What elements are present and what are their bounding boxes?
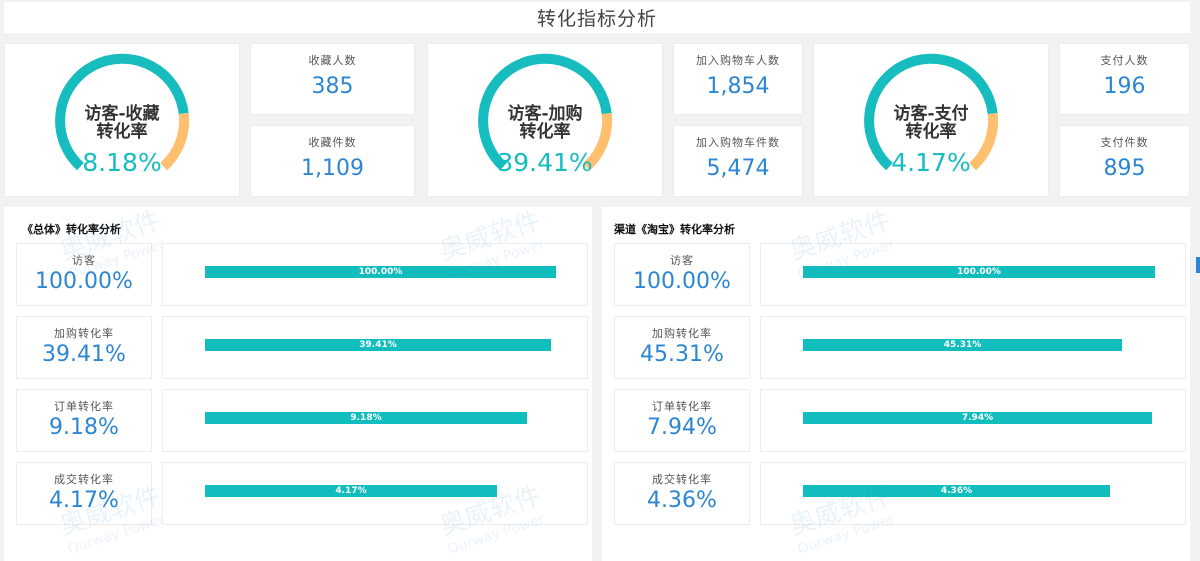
metric-value: 45.31% (640, 342, 724, 367)
metric-value: 100.00% (633, 269, 731, 294)
stat-card-pay-users: 支付人数 196 (1059, 43, 1190, 115)
bar-label: 100.00% (358, 267, 403, 277)
bar-box-addcart: 45.31% (760, 316, 1186, 379)
page-title-bar: 转化指标分析 (4, 2, 1190, 33)
bar-box-visitors: 100.00% (162, 243, 588, 306)
panel-title: 《总体》转化率分析 (22, 223, 121, 236)
metric-visitors: 访客 100.00% (16, 243, 152, 306)
gauge-card-addcart: 访客-加购 转化率 39.41% (427, 43, 663, 197)
metric-addcart-rate: 加购转化率 39.41% (16, 316, 152, 379)
metric-order-rate: 订单转化率 9.18% (16, 389, 152, 452)
bar-label: 45.31% (943, 340, 982, 350)
stat-label: 支付人数 (1100, 54, 1149, 67)
stat-value: 1,854 (706, 74, 770, 99)
gauge-card-favorite: 访客-收藏 转化率 8.18% (4, 43, 240, 197)
gauge-label-line1: 访客-加购 (507, 104, 583, 124)
bar-label: 100.00% (957, 267, 1001, 277)
bar-label: 4.17% (335, 486, 367, 496)
gauge-value: 4.17% (891, 148, 971, 177)
gauge-favorite-rate: 访客-收藏 转化率 8.18% (52, 50, 192, 190)
stat-value: 1,109 (301, 156, 364, 181)
panel-title: 渠道《淘宝》转化率分析 (614, 223, 735, 236)
bar-box-visitors: 100.00% (760, 243, 1186, 306)
metric-label: 访客 (72, 254, 96, 267)
bar-addcart: 45.31% (803, 339, 1122, 351)
bar-box-deal: 4.36% (760, 462, 1186, 525)
metric-value: 39.41% (42, 342, 126, 367)
gauge-card-payment: 访客-支付 转化率 4.17% (813, 43, 1049, 197)
gauge-addcart-rate: 访客-加购 转化率 39.41% (475, 50, 615, 190)
scroll-marker[interactable] (1196, 257, 1200, 273)
gauge-label-line2: 转化率 (905, 122, 957, 142)
stat-card-favorite-items: 收藏件数 1,109 (250, 125, 415, 197)
gauge-label: 访客-支付 转化率 (861, 105, 1001, 141)
bar-box-deal: 4.17% (162, 462, 588, 525)
metric-label: 订单转化率 (652, 400, 712, 413)
gauge-ring-icon (55, 53, 190, 171)
metric-value: 4.36% (647, 488, 717, 513)
stat-card-cart-items: 加入购物车件数 5,474 (673, 125, 803, 197)
stat-label: 加入购物车人数 (696, 54, 780, 67)
bar-label: 39.41% (359, 340, 397, 350)
gauge-label-line2: 转化率 (519, 122, 571, 142)
bar-label: 7.94% (961, 413, 994, 423)
metric-addcart-rate: 加购转化率 45.31% (614, 316, 750, 379)
stat-label: 加入购物车件数 (696, 136, 780, 149)
metric-value: 100.00% (35, 269, 133, 294)
gauge-ring-icon (478, 53, 613, 171)
bar-deal: 4.17% (205, 485, 497, 497)
metric-label: 加购转化率 (652, 327, 712, 340)
bar-visitors: 100.00% (803, 266, 1155, 278)
stat-card-cart-users: 加入购物车人数 1,854 (673, 43, 803, 115)
gauge-label-line1: 访客-支付 (893, 104, 969, 124)
bar-label: 9.18% (350, 413, 382, 423)
gauge-label-line2: 转化率 (96, 122, 148, 142)
bar-visitors: 100.00% (205, 266, 556, 278)
metric-label: 成交转化率 (54, 473, 114, 486)
stat-value: 196 (1103, 74, 1146, 99)
stat-value: 5,474 (706, 156, 770, 181)
bar-order: 7.94% (803, 412, 1152, 424)
stat-value: 385 (311, 74, 354, 99)
metric-label: 成交转化率 (652, 473, 712, 486)
gauge-label: 访客-收藏 转化率 (52, 105, 192, 141)
metric-deal-rate: 成交转化率 4.17% (16, 462, 152, 525)
gauge-ring-icon (864, 53, 999, 171)
metric-deal-rate: 成交转化率 4.36% (614, 462, 750, 525)
gauge-label: 访客-加购 转化率 (475, 105, 615, 141)
metric-order-rate: 订单转化率 7.94% (614, 389, 750, 452)
page-title: 转化指标分析 (536, 8, 657, 30)
bar-addcart: 39.41% (205, 339, 551, 351)
stat-label: 收藏人数 (308, 54, 357, 67)
gauge-payment-rate: 访客-支付 转化率 4.17% (861, 50, 1001, 190)
gauge-value: 39.41% (497, 148, 593, 177)
bar-deal: 4.36% (803, 485, 1110, 497)
stat-card-pay-items: 支付件数 895 (1059, 125, 1190, 197)
gauge-value: 8.18% (82, 148, 162, 177)
metric-visitors: 访客 100.00% (614, 243, 750, 306)
bar-box-order: 9.18% (162, 389, 588, 452)
bar-label: 4.36% (940, 486, 973, 496)
metric-value: 7.94% (647, 415, 717, 440)
stat-label: 收藏件数 (308, 136, 357, 149)
bar-box-addcart: 39.41% (162, 316, 588, 379)
metric-label: 订单转化率 (54, 400, 114, 413)
panel-taobao-conversion: 渠道《淘宝》转化率分析 访客 100.00% 100.00% 加购转化率 45.… (602, 207, 1190, 561)
bar-box-order: 7.94% (760, 389, 1186, 452)
stat-value: 895 (1103, 156, 1146, 181)
panel-overall-conversion: 《总体》转化率分析 访客 100.00% 100.00% 加购转化率 39.41… (4, 207, 592, 561)
metric-value: 4.17% (49, 488, 119, 513)
metric-label: 访客 (670, 254, 694, 267)
stat-card-favorite-users: 收藏人数 385 (250, 43, 415, 115)
metric-value: 9.18% (49, 415, 119, 440)
bar-order: 9.18% (205, 412, 527, 424)
metric-label: 加购转化率 (54, 327, 114, 340)
gauge-label-line1: 访客-收藏 (84, 104, 160, 124)
stat-label: 支付件数 (1100, 136, 1149, 149)
